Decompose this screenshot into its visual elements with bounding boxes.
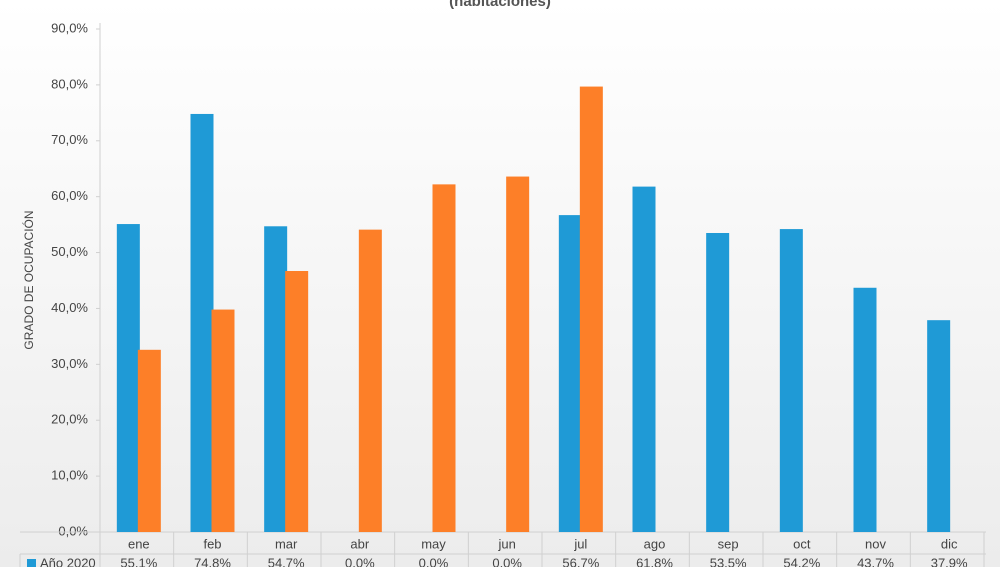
bar [137, 349, 161, 532]
bar [579, 86, 603, 532]
y-tick-label: 20,0% [51, 412, 88, 427]
table-value: 43,7% [857, 555, 894, 567]
y-tick-label: 0,0% [58, 523, 88, 538]
x-tick-label: sep [718, 536, 739, 551]
table-value: 56,7% [562, 555, 599, 567]
legend-label: Año 2020 [40, 555, 96, 567]
y-tick-label: 60,0% [51, 188, 88, 203]
bar [285, 270, 309, 532]
x-tick-label: feb [203, 536, 221, 551]
bar [779, 229, 803, 533]
bar [358, 229, 382, 532]
y-tick-label: 40,0% [51, 300, 88, 315]
x-tick-label: ene [128, 536, 150, 551]
table-value: 37,9% [931, 555, 968, 567]
x-tick-label: dic [941, 536, 958, 551]
x-tick-label: ago [644, 536, 666, 551]
y-axis-label: GRADO DE OCUPACIÓN [21, 210, 36, 349]
table-value: 54,7% [268, 555, 305, 567]
bar [190, 113, 214, 532]
y-tick-label: 70,0% [51, 132, 88, 147]
y-tick-label: 50,0% [51, 244, 88, 259]
bar [211, 309, 235, 532]
table-value: 0,0% [492, 555, 522, 567]
legend-swatch [27, 559, 36, 567]
x-tick-label: mar [275, 536, 298, 551]
bar [432, 184, 456, 533]
bar [116, 224, 140, 532]
y-tick-label: 10,0% [51, 468, 88, 483]
x-tick-label: jul [573, 536, 587, 551]
y-tick-label: 80,0% [51, 76, 88, 91]
bar [506, 176, 530, 532]
table-value: 53,5% [710, 555, 747, 567]
x-tick-label: oct [793, 536, 811, 551]
table-value: 74,8% [194, 555, 231, 567]
bar [853, 287, 877, 532]
x-tick-label: jun [497, 536, 515, 551]
table-value: 0,0% [419, 555, 449, 567]
y-tick-label: 30,0% [51, 356, 88, 371]
x-tick-label: nov [865, 536, 886, 551]
chart-title: (habitaciones) [449, 0, 551, 10]
bar [558, 215, 582, 533]
bar [927, 320, 951, 532]
bar [632, 186, 656, 532]
x-tick-label: may [421, 536, 446, 551]
bar [706, 232, 730, 532]
table-value: 61,8% [636, 555, 673, 567]
table-value: 55,1% [120, 555, 157, 567]
table-value: 54,2% [783, 555, 820, 567]
x-tick-label: abr [350, 536, 369, 551]
y-tick-label: 90,0% [51, 20, 88, 35]
bar [264, 226, 288, 532]
table-value: 0,0% [345, 555, 375, 567]
